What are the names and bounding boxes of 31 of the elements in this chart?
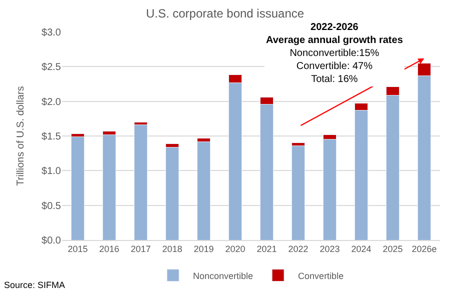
x-tick-label: 2024: [351, 244, 372, 254]
x-tick-label: 2021: [256, 244, 277, 254]
y-axis-title: Trillions of U.S. dollars: [16, 86, 27, 186]
x-tick-label: 2016: [99, 244, 120, 254]
y-tick-label: $0.5: [42, 200, 62, 212]
annotation: 2022-2026 Average annual growth rates Nonconvertible:15% Convertible: 47% Total: 16%: [266, 22, 404, 85]
x-tick-label: 2019: [194, 244, 214, 254]
y-tick-label: $2.5: [42, 62, 62, 74]
x-tick-label: 2017: [130, 244, 151, 254]
x-tick-label: 2023: [320, 244, 340, 254]
y-tick-label: $3.0: [42, 28, 62, 38]
bar: [71, 136, 84, 240]
x-tick-label: 2025: [382, 244, 403, 254]
bar: [166, 146, 179, 240]
y-tick-label: $0.0: [42, 236, 62, 246]
bar: [102, 134, 116, 240]
x-tick-label: 2015: [68, 244, 88, 254]
bar: [134, 124, 148, 240]
bar: [197, 141, 210, 240]
chart-title: U.S. corporate bond issuance: [146, 6, 304, 20]
x-tick-label: 2020: [225, 244, 246, 254]
source-note: Source: SIFMA: [4, 280, 66, 290]
legend-label: Convertible: [298, 270, 344, 281]
legend-label: Nonconvertible: [193, 270, 254, 281]
bar: [292, 145, 305, 240]
y-tick-label: $1.0: [42, 166, 62, 178]
x-tick-label: 2018: [162, 244, 182, 254]
y-tick-label: $1.5: [42, 132, 62, 142]
y-tick-label: $2.0: [42, 96, 62, 108]
x-tick-label: 2022: [288, 244, 308, 254]
x-tick-label: 2026e: [412, 244, 437, 254]
